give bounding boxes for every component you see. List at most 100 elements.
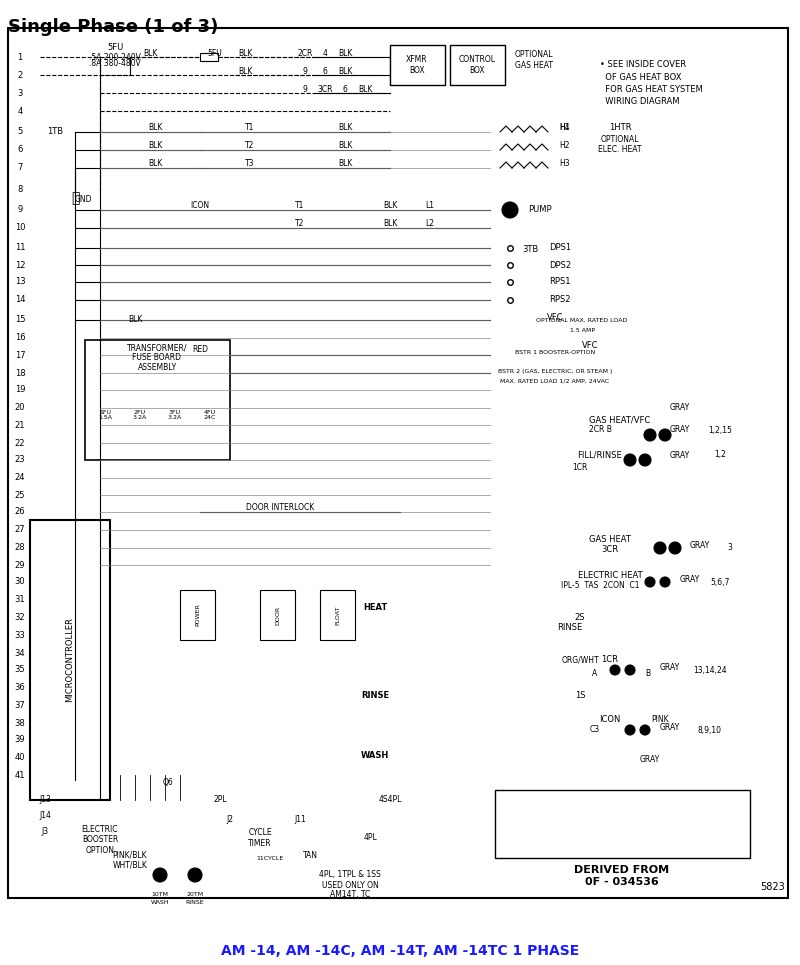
Text: 9: 9 bbox=[302, 85, 307, 94]
Text: DERIVED FROM
0F - 034536: DERIVED FROM 0F - 034536 bbox=[574, 865, 670, 887]
Text: BLK: BLK bbox=[338, 123, 352, 131]
Text: ASSEMBLY: ASSEMBLY bbox=[138, 364, 177, 372]
Circle shape bbox=[625, 725, 635, 735]
Text: 6: 6 bbox=[342, 85, 347, 94]
Circle shape bbox=[669, 542, 681, 554]
Text: BLK: BLK bbox=[128, 316, 142, 324]
Text: DOOR INTERLOCK: DOOR INTERLOCK bbox=[246, 503, 314, 511]
Text: BSTR 1 BOOSTER-OPTION: BSTR 1 BOOSTER-OPTION bbox=[515, 350, 595, 355]
Text: GRAY: GRAY bbox=[660, 664, 680, 673]
Text: 41: 41 bbox=[14, 770, 26, 780]
Text: PINK: PINK bbox=[651, 715, 669, 725]
Text: BLK: BLK bbox=[338, 141, 352, 150]
Text: POWER: POWER bbox=[195, 603, 201, 626]
Text: 18: 18 bbox=[14, 369, 26, 377]
Text: ICON: ICON bbox=[190, 201, 210, 209]
Text: BLK: BLK bbox=[238, 67, 252, 75]
Text: BLK: BLK bbox=[383, 201, 397, 209]
Text: MAX. RATED LOAD 1/2 AMP, 24VAC: MAX. RATED LOAD 1/2 AMP, 24VAC bbox=[501, 378, 610, 383]
Text: 5FU: 5FU bbox=[208, 48, 222, 58]
Text: 5FU: 5FU bbox=[107, 43, 123, 52]
Text: • SEE INSIDE COVER
  OF GAS HEAT BOX
  FOR GAS HEAT SYSTEM
  WIRING DIAGRAM: • SEE INSIDE COVER OF GAS HEAT BOX FOR G… bbox=[600, 60, 702, 106]
Text: GRAY: GRAY bbox=[670, 403, 690, 412]
Text: 4S4PL: 4S4PL bbox=[378, 795, 402, 805]
Text: RPS1: RPS1 bbox=[550, 278, 570, 287]
Text: GRAY: GRAY bbox=[660, 723, 680, 731]
Text: 4FU
24C: 4FU 24C bbox=[204, 409, 216, 421]
Text: 5,6,7: 5,6,7 bbox=[710, 577, 730, 587]
Text: 29: 29 bbox=[14, 561, 26, 569]
Text: ELEC. HEAT: ELEC. HEAT bbox=[598, 146, 642, 154]
Text: FLOAT: FLOAT bbox=[335, 605, 341, 624]
Text: 31: 31 bbox=[14, 595, 26, 604]
Circle shape bbox=[153, 868, 167, 882]
Text: 6: 6 bbox=[18, 146, 22, 154]
Text: FUSE BOARD: FUSE BOARD bbox=[133, 353, 182, 363]
Text: 21: 21 bbox=[14, 421, 26, 429]
Text: TRANSFORMER/: TRANSFORMER/ bbox=[126, 344, 187, 352]
Circle shape bbox=[660, 577, 670, 587]
Text: T1: T1 bbox=[295, 201, 305, 209]
Text: H1: H1 bbox=[560, 123, 570, 131]
Text: 20: 20 bbox=[14, 403, 26, 412]
Text: 26: 26 bbox=[14, 508, 26, 516]
Text: 3FU
3.2A: 3FU 3.2A bbox=[168, 409, 182, 421]
Text: BLK: BLK bbox=[238, 48, 252, 58]
Text: 1S: 1S bbox=[574, 691, 586, 700]
Text: 11: 11 bbox=[14, 243, 26, 253]
Text: J3: J3 bbox=[42, 828, 49, 837]
Text: 17: 17 bbox=[14, 350, 26, 360]
Text: FILL/RINSE: FILL/RINSE bbox=[578, 451, 622, 459]
Text: 12: 12 bbox=[14, 261, 26, 269]
Text: 23: 23 bbox=[14, 455, 26, 464]
Text: GRAY: GRAY bbox=[680, 575, 700, 585]
Text: 1,2: 1,2 bbox=[714, 451, 726, 459]
Text: T2: T2 bbox=[246, 141, 254, 150]
Bar bbox=[450, 45, 505, 85]
Text: RPS2: RPS2 bbox=[550, 295, 570, 305]
Text: L2: L2 bbox=[426, 218, 434, 228]
Text: A: A bbox=[592, 669, 598, 677]
Text: OPTIONAL
GAS HEAT: OPTIONAL GAS HEAT bbox=[515, 50, 554, 69]
Text: 32: 32 bbox=[14, 614, 26, 622]
Text: H3: H3 bbox=[560, 158, 570, 168]
Text: 30: 30 bbox=[14, 577, 26, 587]
Text: WTR: WTR bbox=[503, 207, 517, 212]
Circle shape bbox=[659, 429, 671, 441]
Text: Q6: Q6 bbox=[162, 778, 174, 786]
Bar bbox=[200, 53, 218, 61]
Text: T3: T3 bbox=[246, 158, 254, 168]
Text: H2: H2 bbox=[560, 141, 570, 150]
Bar bbox=[180, 590, 215, 640]
Circle shape bbox=[639, 454, 651, 466]
Text: ELECTRIC HEAT: ELECTRIC HEAT bbox=[578, 570, 642, 580]
Text: 3CR: 3CR bbox=[602, 545, 618, 555]
Text: RED: RED bbox=[192, 345, 208, 354]
Text: IPL-5  TAS  2CON  C1: IPL-5 TAS 2CON C1 bbox=[561, 581, 639, 590]
Circle shape bbox=[645, 577, 655, 587]
Text: 10TM: 10TM bbox=[151, 893, 169, 897]
Circle shape bbox=[610, 665, 620, 675]
Text: 1: 1 bbox=[18, 52, 22, 62]
Text: CYCLE
TIMER: CYCLE TIMER bbox=[248, 828, 272, 847]
Text: HEAT: HEAT bbox=[363, 603, 387, 613]
Text: 9: 9 bbox=[18, 206, 22, 214]
Text: BSTR 2 (GAS, ELECTRIC, OR STEAM ): BSTR 2 (GAS, ELECTRIC, OR STEAM ) bbox=[498, 369, 612, 373]
Circle shape bbox=[654, 542, 666, 554]
Text: MICROCONTROLLER: MICROCONTROLLER bbox=[66, 618, 74, 703]
Text: 2PL: 2PL bbox=[213, 795, 227, 805]
Text: 25: 25 bbox=[14, 490, 26, 500]
Text: BLK: BLK bbox=[143, 48, 157, 58]
Text: 36: 36 bbox=[14, 683, 26, 693]
Text: 19: 19 bbox=[14, 385, 26, 395]
Text: 5823: 5823 bbox=[760, 882, 785, 892]
Text: 4: 4 bbox=[18, 106, 22, 116]
Text: J11: J11 bbox=[294, 815, 306, 824]
Text: 1CR: 1CR bbox=[602, 655, 618, 665]
Text: 2: 2 bbox=[18, 70, 22, 79]
Text: 7: 7 bbox=[18, 163, 22, 173]
Text: 38: 38 bbox=[14, 719, 26, 728]
Text: GRAY: GRAY bbox=[690, 540, 710, 549]
Text: GND: GND bbox=[74, 196, 92, 205]
Text: GAS HEAT: GAS HEAT bbox=[589, 536, 631, 544]
